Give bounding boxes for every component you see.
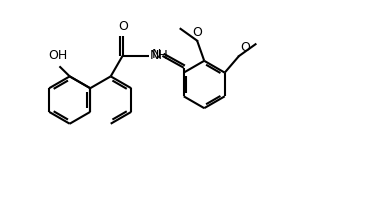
Text: N: N (152, 48, 161, 61)
Text: O: O (119, 20, 128, 33)
Text: O: O (240, 41, 250, 54)
Text: OH: OH (48, 49, 67, 62)
Text: O: O (192, 26, 202, 39)
Text: NH: NH (150, 49, 168, 62)
